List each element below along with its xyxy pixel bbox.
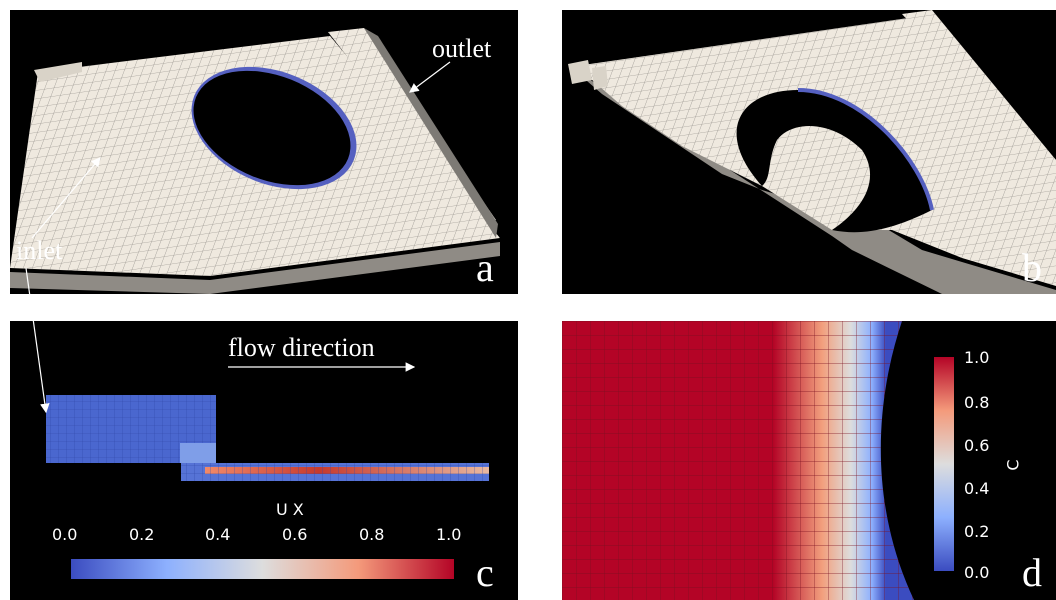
- panel-label-d: d: [1022, 550, 1042, 595]
- colorbar-ux-title: U X: [276, 500, 304, 519]
- colorbar-c-tick-5: 0.0: [964, 563, 990, 582]
- concentration-domain: [562, 321, 914, 600]
- colorbar-c-tick-2: 0.6: [964, 436, 990, 455]
- panel-label-c: c: [476, 550, 494, 595]
- panel-label-b: b: [1022, 245, 1042, 290]
- panel-label-a: a: [476, 245, 494, 290]
- panel-d-concentration-field: 1.0 0.8 0.6 0.4 0.2 0.0 C d: [562, 321, 1056, 600]
- inlet-label: inlet: [16, 236, 63, 265]
- colorbar-ux-tick-3: 0.6: [282, 525, 308, 544]
- outlet-label: outlet: [432, 34, 492, 63]
- mesh-plate-cut: [568, 10, 1056, 294]
- colorbar-ux-tick-0: 0.0: [52, 525, 78, 544]
- colorbar-ux-tick-4: 0.8: [359, 525, 385, 544]
- colorbar-c-tick-4: 0.2: [964, 522, 990, 541]
- colorbar-c-tick-1: 0.8: [964, 393, 990, 412]
- colorbar-ux-tick-2: 0.4: [205, 525, 231, 544]
- colorbar-c-tick-0: 1.0: [964, 348, 990, 367]
- colorbar-ux-tick-1: 0.2: [129, 525, 155, 544]
- flow-direction-label: flow direction: [228, 333, 375, 362]
- mesh-plate-full: [10, 28, 500, 294]
- colorbar-c-tick-3: 0.4: [964, 479, 990, 498]
- panel-b-mesh-cut: b: [562, 10, 1056, 294]
- panel-c-velocity-field: flow direction U X 0.0 0.2 0.4 0.6 0.8 1…: [10, 321, 518, 600]
- panel-a-mesh-full: outlet inlet a: [10, 10, 518, 294]
- velocity-domain: [46, 395, 489, 481]
- colorbar-c-title: C: [1003, 459, 1023, 471]
- colorbar-c: [934, 357, 954, 571]
- colorbar-ux: [71, 559, 454, 579]
- colorbar-ux-tick-5: 1.0: [436, 525, 462, 544]
